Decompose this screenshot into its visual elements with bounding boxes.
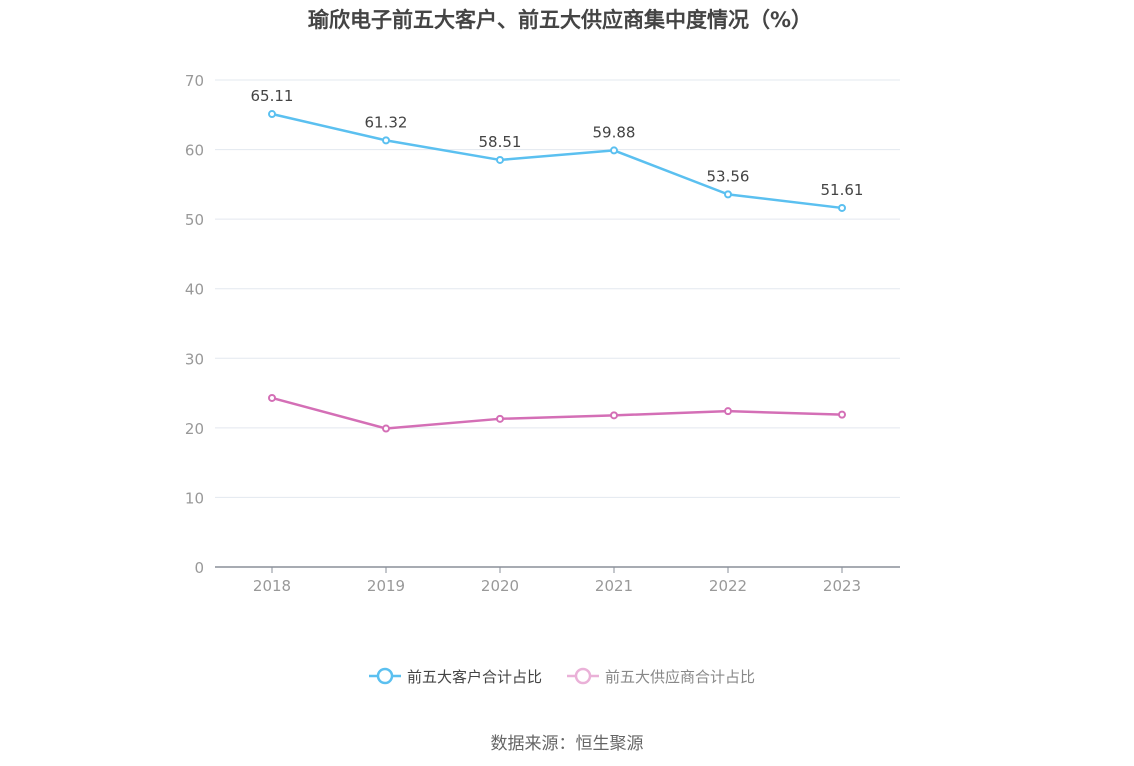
data-label: 51.61 (821, 181, 864, 199)
data-point (382, 136, 390, 145)
legend-label: 前五大客户合计占比 (407, 668, 542, 686)
chart-title: 瑜欣电子前五大客户、前五大供应商集中度情况（%） (307, 8, 813, 32)
legend-circle-icon (376, 667, 394, 685)
data-point (382, 424, 390, 433)
grid-lines (215, 79, 900, 498)
y-tick-label: 50 (185, 211, 204, 229)
data-label: 59.88 (593, 123, 636, 141)
legend-item[interactable]: 前五大供应商合计占比 (567, 667, 755, 686)
y-tick-label: 60 (185, 142, 204, 160)
data-label: 65.11 (251, 87, 294, 105)
legend-circle-icon (574, 667, 592, 685)
data-point (838, 203, 846, 212)
x-tick-label: 2023 (823, 577, 861, 595)
y-tick-label: 10 (185, 489, 204, 507)
legend-item[interactable]: 前五大客户合计占比 (369, 667, 542, 686)
data-point (724, 190, 732, 199)
data-label: 61.32 (365, 113, 408, 131)
data-point (268, 110, 276, 119)
data-label: 53.56 (707, 167, 750, 185)
data-point (268, 393, 276, 402)
data-point (610, 146, 618, 155)
data-point (724, 407, 732, 416)
x-tick-label: 2021 (595, 577, 633, 595)
data-point (496, 155, 504, 164)
data-source: 数据来源：恒生聚源 (490, 734, 644, 754)
data-point (610, 411, 618, 420)
y-axis: 0 10 20 30 40 50 60 70 (185, 72, 204, 577)
series-line (271, 396, 843, 430)
legend-label: 前五大供应商合计占比 (605, 668, 755, 686)
series-line (271, 112, 843, 210)
data-label: 58.51 (479, 133, 522, 151)
data-point (838, 410, 846, 419)
x-tick-label: 2019 (367, 577, 405, 595)
x-axis: 2018 2019 2020 2021 2022 2023 (215, 566, 900, 595)
y-tick-label: 0 (194, 559, 204, 577)
x-tick-label: 2018 (253, 577, 291, 595)
x-tick-label: 2022 (709, 577, 747, 595)
series-group: 65.11 61.32 58.51 59.88 53.56 51.61 (251, 87, 864, 433)
y-tick-label: 30 (185, 350, 204, 368)
x-tick-label: 2020 (481, 577, 519, 595)
y-tick-label: 20 (185, 420, 204, 438)
y-tick-label: 70 (185, 72, 204, 90)
y-tick-label: 40 (185, 281, 204, 299)
legend: 前五大客户合计占比 前五大供应商合计占比 (369, 667, 755, 686)
data-point (496, 414, 504, 423)
